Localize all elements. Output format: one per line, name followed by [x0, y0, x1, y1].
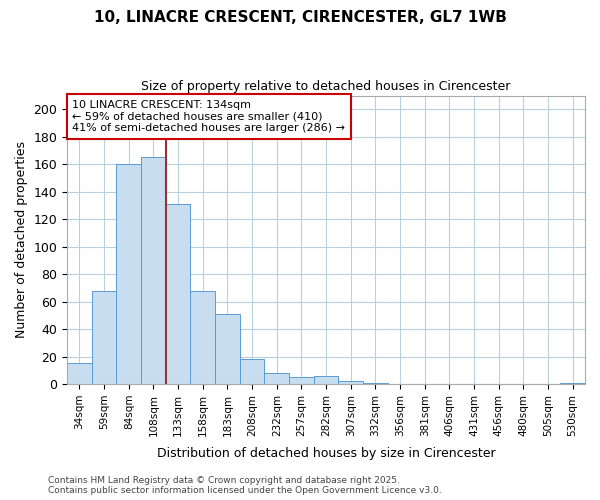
Bar	[116, 164, 141, 384]
Bar	[289, 377, 314, 384]
Y-axis label: Number of detached properties: Number of detached properties	[15, 142, 28, 338]
Text: 10 LINACRE CRESCENT: 134sqm
← 59% of detached houses are smaller (410)
41% of se: 10 LINACRE CRESCENT: 134sqm ← 59% of det…	[73, 100, 346, 133]
Bar	[166, 204, 190, 384]
Bar	[560, 382, 585, 384]
Bar	[338, 382, 363, 384]
Bar	[265, 373, 289, 384]
Bar	[240, 360, 265, 384]
Bar	[141, 158, 166, 384]
Text: 10, LINACRE CRESCENT, CIRENCESTER, GL7 1WB: 10, LINACRE CRESCENT, CIRENCESTER, GL7 1…	[94, 10, 506, 25]
Bar	[190, 290, 215, 384]
X-axis label: Distribution of detached houses by size in Cirencester: Distribution of detached houses by size …	[157, 447, 496, 460]
Bar	[92, 290, 116, 384]
Bar	[314, 376, 338, 384]
Bar	[215, 314, 240, 384]
Title: Size of property relative to detached houses in Cirencester: Size of property relative to detached ho…	[142, 80, 511, 93]
Text: Contains HM Land Registry data © Crown copyright and database right 2025.
Contai: Contains HM Land Registry data © Crown c…	[48, 476, 442, 495]
Bar	[67, 364, 92, 384]
Bar	[363, 382, 388, 384]
